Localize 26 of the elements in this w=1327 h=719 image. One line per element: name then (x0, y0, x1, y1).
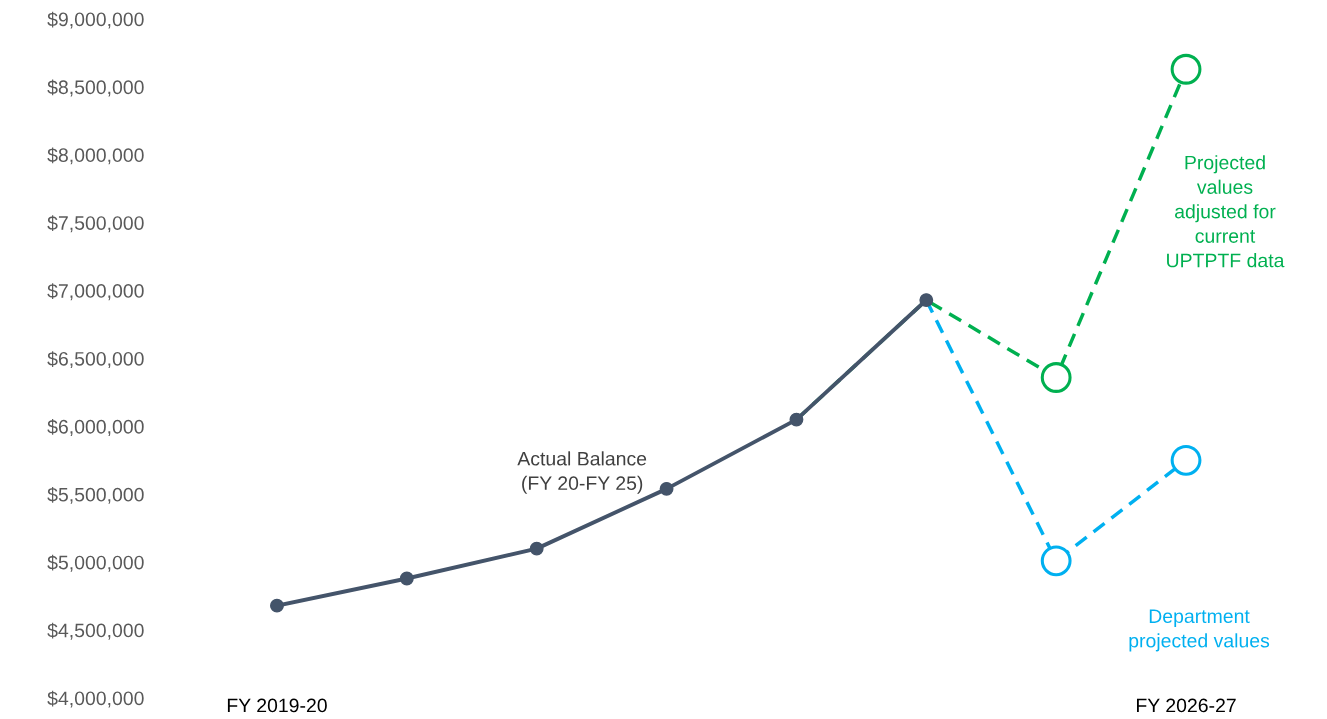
y-tick-label: $8,500,000 (47, 79, 144, 97)
y-tick-label: $4,000,000 (47, 690, 144, 708)
y-tick-label: $7,000,000 (47, 283, 144, 301)
point (919, 293, 934, 308)
point (1170, 444, 1202, 476)
y-tick-label: $6,000,000 (47, 419, 144, 436)
y-tick-label: $8,000,000 (47, 147, 144, 165)
point (529, 541, 544, 556)
y-tick-label: $6,500,000 (47, 351, 144, 369)
y-tick-label: $9,000,000 (47, 11, 144, 29)
point (789, 412, 804, 427)
point (270, 598, 284, 613)
series-label: Projected values adjusted for current UPTPTF data (1167, 155, 1285, 268)
point (1170, 53, 1202, 85)
y-tick-label: $5,000,000 (47, 554, 144, 572)
y-tick-label: $5,500,000 (47, 486, 144, 504)
point (1040, 545, 1072, 577)
point (1040, 362, 1072, 393)
x-tick-label: FY 2019-20 (227, 698, 327, 713)
point (399, 571, 414, 586)
x-tick-label: FY 2026-27 (1137, 698, 1236, 713)
y-tick-label: $4,500,000 (47, 622, 144, 640)
text: Department projected values (1129, 609, 1270, 652)
point (659, 481, 674, 496)
y-tick-label: $7,500,000 (47, 215, 144, 233)
series-label: Actual Balance (FY 20-FY 25) (517, 451, 647, 494)
